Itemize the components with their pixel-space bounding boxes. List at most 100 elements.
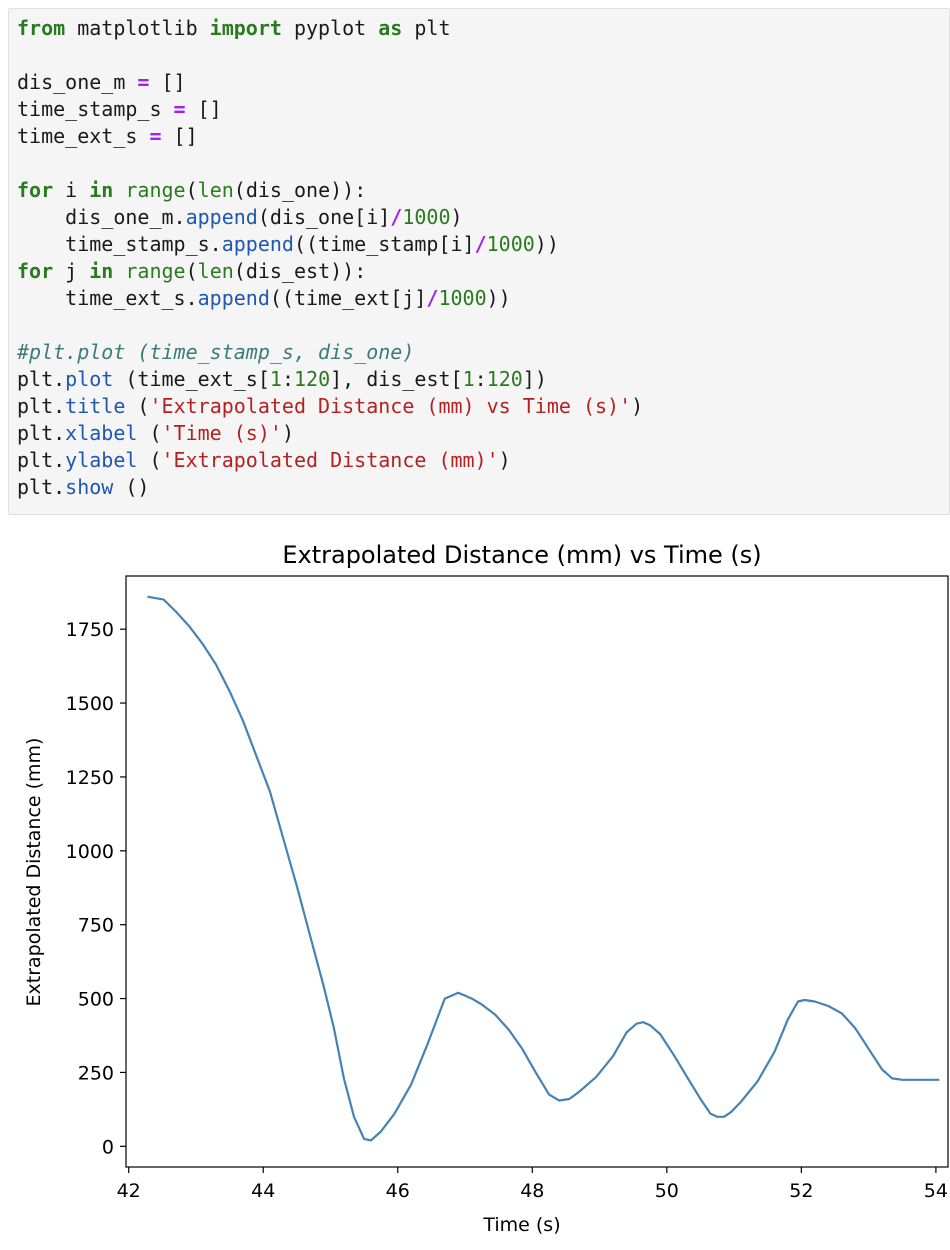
code-token	[113, 178, 125, 202]
x-tick-label: 46	[386, 1180, 410, 1202]
code-token: (dis_one[i]	[257, 205, 391, 229]
code-token: len	[197, 259, 234, 283]
code-token	[113, 259, 125, 283]
code-line: dis_one_m.append(dis_one[i]/1000)	[17, 204, 949, 231]
code-token: 1	[269, 367, 282, 391]
code-token: j	[53, 259, 90, 283]
code-token: ])	[522, 367, 547, 391]
code-line: plt.show ()	[17, 474, 949, 501]
code-token: for	[17, 259, 54, 283]
y-tick-label: 1500	[66, 693, 114, 715]
code-token: import	[209, 16, 282, 40]
code-token: []	[185, 97, 222, 121]
code-editor[interactable]: from matplotlib import pyplot as plt dis…	[17, 15, 949, 501]
code-token: time_stamp_s	[17, 97, 174, 121]
code-line: dis_one_m = []	[17, 69, 949, 96]
code-token: #plt.plot (time_stamp_s, dis_one)	[17, 340, 415, 364]
x-tick-label: 44	[251, 1180, 275, 1202]
code-token: 120	[293, 367, 331, 391]
code-token: append	[197, 286, 270, 310]
code-token: )	[498, 448, 511, 472]
x-tick-label: 54	[924, 1180, 948, 1202]
code-token: plt.	[17, 475, 66, 499]
code-token: i	[53, 178, 90, 202]
code-token: =	[137, 70, 150, 94]
code-token: dis_one_m	[17, 70, 138, 94]
code-line: for i in range(len(dis_one)):	[17, 177, 949, 204]
code-line	[17, 42, 949, 69]
code-token: as	[378, 16, 403, 40]
y-tick-label: 750	[78, 915, 114, 937]
code-token: :	[281, 367, 294, 391]
code-line: for j in range(len(dis_est)):	[17, 258, 949, 285]
y-tick-label: 250	[78, 1062, 114, 1084]
code-token: (dis_est)):	[233, 259, 367, 283]
line-chart: Extrapolated Distance (mm) vs Time (s) 0…	[23, 541, 949, 1236]
code-token: in	[89, 178, 114, 202]
code-token: len	[197, 178, 234, 202]
code-token: for	[17, 178, 54, 202]
code-cell[interactable]: from matplotlib import pyplot as plt dis…	[8, 8, 950, 515]
code-token: 120	[486, 367, 523, 391]
x-tick-label: 50	[655, 1180, 679, 1202]
code-token: ))	[534, 232, 559, 256]
code-token: /	[426, 286, 439, 310]
code-token: 1000	[402, 205, 451, 229]
plot-frame	[125, 575, 949, 1168]
code-token: 1000	[486, 232, 535, 256]
code-token: (time_ext_s[	[113, 367, 270, 391]
code-token: time_stamp_s.	[17, 232, 222, 256]
code-token: time_ext_s.	[17, 286, 198, 310]
code-token: matplotlib	[65, 16, 210, 40]
code-token: =	[149, 124, 162, 148]
code-token: pyplot	[281, 16, 379, 40]
x-tick-label: 42	[117, 1180, 141, 1202]
code-token: ((time_stamp[i]	[293, 232, 475, 256]
x-axis-label: Time (s)	[482, 1214, 560, 1236]
code-line: time_ext_s = []	[17, 123, 949, 150]
x-tick-label: 48	[520, 1180, 544, 1202]
y-tick-label: 1000	[66, 841, 114, 863]
code-line: #plt.plot (time_stamp_s, dis_one)	[17, 339, 949, 366]
code-token: append	[185, 205, 258, 229]
code-token: []	[149, 70, 186, 94]
code-token: ], dis_est[	[330, 367, 463, 391]
code-token: )	[281, 421, 294, 445]
y-tick-label: 500	[78, 989, 114, 1011]
code-token: (	[185, 178, 198, 202]
chart-title: Extrapolated Distance (mm) vs Time (s)	[282, 541, 761, 569]
code-token: title	[65, 394, 126, 418]
code-token: =	[173, 97, 186, 121]
y-axis: 0 250 500 750 1000 1250 1500 1750	[66, 619, 126, 1158]
code-token: 'Time (s)'	[161, 421, 282, 445]
code-line: plt.ylabel ('Extrapolated Distance (mm)'…	[17, 447, 949, 474]
code-line	[17, 312, 949, 339]
code-token: plt.	[17, 367, 66, 391]
plot-output: Extrapolated Distance (mm) vs Time (s) 0…	[0, 525, 950, 1245]
code-token: 'Extrapolated Distance (mm) vs Time (s)'	[149, 394, 632, 418]
code-token: 1	[462, 367, 475, 391]
code-token: ((time_ext[j]	[269, 286, 427, 310]
code-token: /	[390, 205, 403, 229]
code-line: time_ext_s.append((time_ext[j]/1000))	[17, 285, 949, 312]
code-line: plt.xlabel ('Time (s)')	[17, 420, 949, 447]
code-token: time_ext_s	[17, 124, 150, 148]
code-token: plot	[65, 367, 114, 391]
code-token: (	[137, 448, 162, 472]
x-tick-label: 52	[789, 1180, 813, 1202]
code-token: range	[125, 178, 186, 202]
code-token: )	[450, 205, 463, 229]
code-token: /	[474, 232, 487, 256]
code-token: (dis_one)):	[233, 178, 367, 202]
code-token: (	[125, 394, 150, 418]
code-token: plt.	[17, 421, 66, 445]
code-token: (	[137, 421, 162, 445]
code-token: 'Extrapolated Distance (mm)'	[161, 448, 499, 472]
code-token: ylabel	[65, 448, 138, 472]
code-token: :	[474, 367, 487, 391]
code-line	[17, 150, 949, 177]
code-token: )	[631, 394, 644, 418]
code-token: []	[161, 124, 198, 148]
code-token: ))	[486, 286, 511, 310]
code-token: dis_one_m.	[17, 205, 186, 229]
